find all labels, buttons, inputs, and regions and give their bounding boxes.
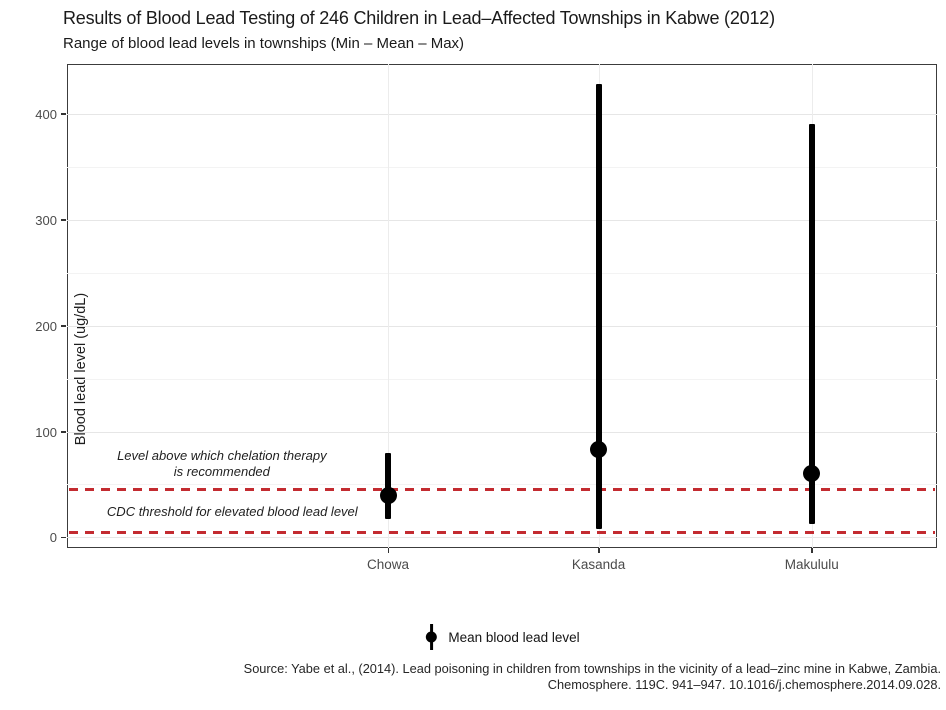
range-bar-makululu bbox=[808, 124, 815, 524]
gridline-minor bbox=[67, 484, 937, 486]
mean-point-kasanda bbox=[590, 441, 608, 458]
gridline-major bbox=[67, 219, 937, 221]
mean-point-makululu bbox=[803, 465, 821, 483]
mean-pointrange-legend-icon bbox=[424, 622, 438, 652]
gridline-vertical bbox=[388, 64, 390, 548]
legend: Mean blood lead level bbox=[424, 622, 580, 652]
x-tick-label: Makululu bbox=[784, 557, 839, 572]
y-tick-mark bbox=[61, 431, 66, 433]
reference-line-annotation: CDC threshold for elevated blood lead le… bbox=[107, 504, 358, 521]
gridline-minor bbox=[67, 166, 937, 168]
y-tick-label: 200 bbox=[35, 318, 57, 334]
annotation-line: CDC threshold for elevated blood lead le… bbox=[106, 503, 358, 519]
legend-label: Mean blood lead level bbox=[448, 629, 580, 645]
y-tick-label: 400 bbox=[35, 106, 57, 122]
gridline-minor bbox=[67, 378, 937, 380]
reference-line-cdc-threshold bbox=[69, 530, 935, 534]
mean-point-chowa bbox=[379, 486, 397, 504]
chart-title: Results of Blood Lead Testing of 246 Chi… bbox=[63, 8, 775, 28]
range-bar-chowa bbox=[385, 452, 392, 520]
y-tick-mark bbox=[61, 219, 66, 221]
gridline-major bbox=[67, 431, 937, 433]
reference-line-annotation: Level above which chelation therapy is re… bbox=[117, 448, 327, 482]
gridline-minor bbox=[67, 272, 937, 274]
reference-line-chelation-threshold bbox=[69, 488, 935, 492]
annotation-line: is recommended bbox=[173, 464, 270, 480]
range-bar-kasanda bbox=[595, 84, 602, 529]
chart-subtitle: Range of blood lead levels in townships … bbox=[63, 35, 465, 52]
source-citation: Source: Yabe et al., (2014). Lead poison… bbox=[244, 661, 941, 692]
annotation-line: Level above which chelation therapy bbox=[117, 447, 327, 463]
y-tick-mark bbox=[61, 536, 66, 539]
gridline-major bbox=[67, 537, 937, 539]
plot-panel: Blood lead level (ug/dL) bbox=[67, 64, 937, 548]
y-axis-title: Blood lead level (ug/dL) bbox=[73, 292, 89, 446]
x-tick-label: Chowa bbox=[367, 557, 410, 572]
source-line-1: Source: Yabe et al., (2014). Lead poison… bbox=[243, 661, 941, 676]
y-tick-label: 300 bbox=[35, 212, 57, 228]
y-tick-label: 0 bbox=[49, 530, 57, 546]
x-tick-mark bbox=[811, 548, 813, 553]
gridline-major bbox=[67, 113, 937, 115]
x-tick-mark bbox=[598, 548, 600, 553]
y-tick-mark bbox=[61, 113, 66, 115]
legend-mean-dot bbox=[425, 631, 437, 643]
y-tick-mark bbox=[61, 325, 66, 327]
gridline-major bbox=[67, 325, 937, 327]
source-line-2: Chemosphere. 119C. 941–947. 10.1016/j.ch… bbox=[547, 676, 941, 692]
y-tick-label: 100 bbox=[35, 424, 57, 440]
x-tick-mark bbox=[387, 548, 390, 553]
x-tick-label: Kasanda bbox=[571, 557, 626, 572]
